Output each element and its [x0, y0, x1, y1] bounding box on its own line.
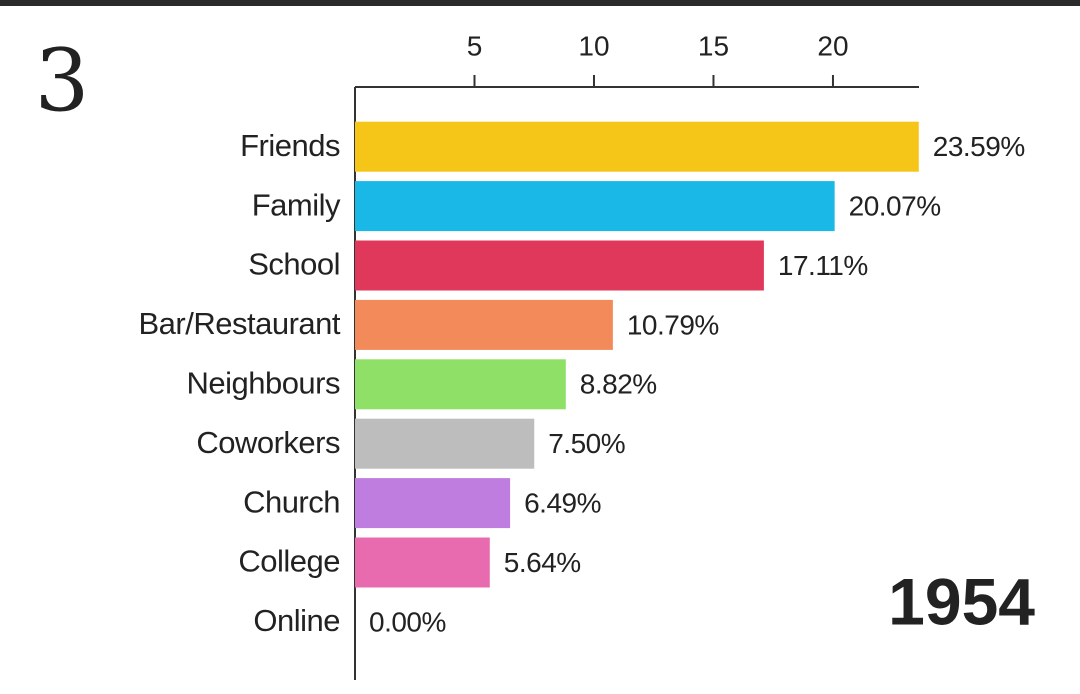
category-label: Friends [240, 128, 340, 163]
bar [355, 418, 535, 469]
value-label: 5.64% [504, 547, 581, 578]
bar [355, 181, 835, 232]
bar [355, 478, 511, 529]
bar [355, 359, 566, 410]
category-label: Neighbours [186, 365, 340, 400]
value-label: 23.59% [933, 131, 1025, 162]
x-tick-label: 20 [817, 30, 848, 61]
bar [355, 537, 490, 588]
bar [355, 240, 764, 291]
value-label: 7.50% [548, 428, 625, 459]
value-label: 8.82% [580, 369, 657, 400]
value-label: 10.79% [627, 309, 719, 340]
x-tick-label: 10 [578, 30, 609, 61]
x-tick-label: 5 [467, 30, 483, 61]
category-label: School [248, 247, 340, 282]
category-label: Online [253, 603, 340, 638]
category-label: Bar/Restaurant [139, 306, 341, 341]
value-label: 0.00% [369, 606, 446, 637]
bar [355, 121, 919, 172]
category-label: Church [243, 484, 340, 519]
category-label: Family [252, 187, 341, 222]
x-tick-label: 15 [698, 30, 729, 61]
annotation: 3 [35, 32, 90, 132]
value-label: 6.49% [524, 487, 601, 518]
top-strip [0, 0, 1080, 6]
category-label: College [238, 544, 340, 579]
value-label: 20.07% [849, 190, 941, 221]
category-label: Coworkers [196, 425, 340, 460]
bar [355, 299, 613, 350]
value-label: 17.11% [778, 250, 868, 281]
year-label: 1954 [888, 564, 1035, 638]
